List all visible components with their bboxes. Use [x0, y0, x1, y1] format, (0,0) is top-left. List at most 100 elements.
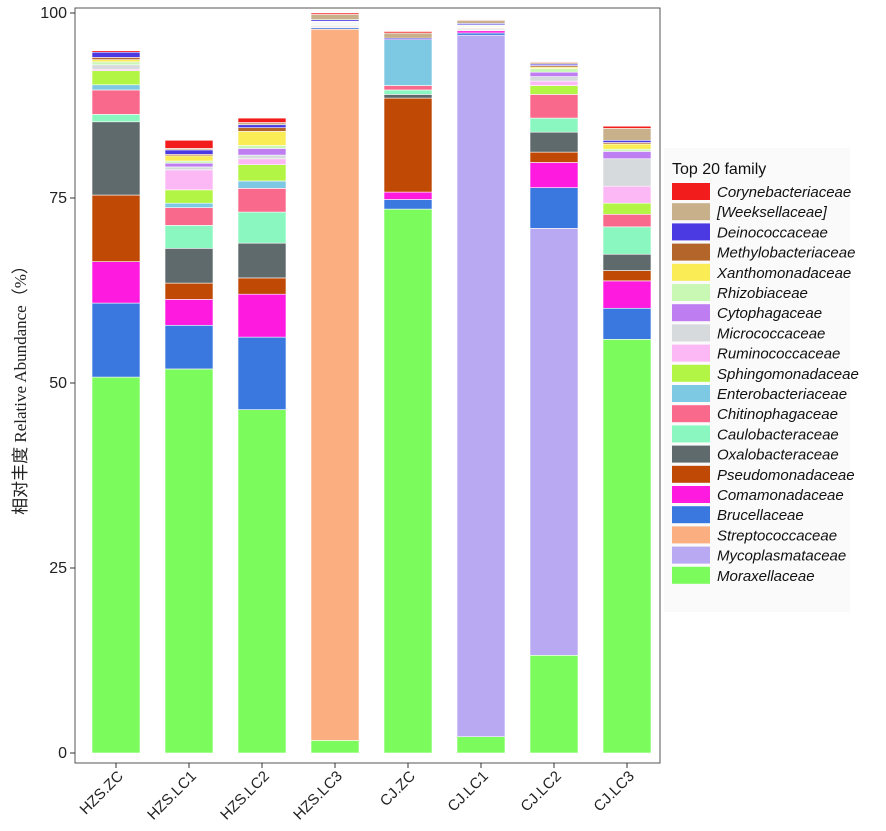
bar-segment: [529, 68, 579, 73]
bar-segment: [91, 70, 141, 86]
legend-entry: Chitinophagaceae: [717, 406, 838, 423]
bar-segment: [383, 39, 433, 86]
bar-segment: [237, 148, 287, 156]
bar-segment: [91, 61, 141, 66]
legend-entry: Corynebacteriaceae: [717, 184, 851, 201]
bar-stack-cj-lc2: [529, 61, 579, 754]
legend-entry: Caulobacteraceae: [717, 426, 839, 443]
bar-segment: [456, 736, 506, 754]
bar-segment: [237, 409, 287, 754]
legend-entry: [Weeksellaceae]: [716, 204, 828, 221]
x-tick-label: CJ.LC1: [444, 768, 491, 815]
x-tick-label: HZS.ZC: [77, 768, 127, 818]
legend-swatch: [672, 425, 710, 443]
bar-segment: [164, 248, 214, 284]
bar-segment: [602, 139, 652, 143]
bar-segment: [602, 213, 652, 228]
bar-segment: [91, 194, 141, 262]
y-tick-label: 25: [49, 560, 67, 577]
bar-segment: [164, 162, 214, 168]
bar-segment: [164, 324, 214, 370]
bar-segment: [237, 131, 287, 146]
bar-segment: [164, 189, 214, 204]
bar-segment: [602, 202, 652, 215]
bar-segment: [383, 85, 433, 91]
bar-segment: [602, 307, 652, 340]
bar-segment: [237, 336, 287, 410]
bar-segment: [383, 94, 433, 99]
legend-title: Top 20 family: [672, 161, 766, 178]
legend-swatch: [672, 324, 710, 342]
bar-segment: [237, 127, 287, 132]
y-tick-label: 50: [49, 375, 67, 392]
bar-segment: [602, 339, 652, 754]
legend-swatch: [672, 344, 710, 362]
bar-segment: [310, 14, 360, 20]
bar-segment: [164, 155, 214, 162]
legend-entry: Methylobacteriaceae: [717, 245, 855, 262]
bar-segment: [383, 97, 433, 193]
bar-segment: [237, 117, 287, 123]
y-tick-label: 75: [49, 190, 67, 207]
x-tick-label: HZS.LC1: [144, 768, 200, 824]
bar-segment: [383, 199, 433, 210]
bar-segment: [164, 169, 214, 191]
bar-segment: [164, 139, 214, 149]
legend-swatch: [672, 445, 710, 463]
legend-entry: Brucellaceae: [717, 507, 804, 524]
bar-segment: [529, 76, 579, 82]
bar-stack-cj-lc3: [602, 125, 652, 754]
bar-segment: [91, 261, 141, 304]
bar-segment: [310, 740, 360, 754]
bar-segment: [529, 151, 579, 163]
bar-segment: [91, 64, 141, 70]
bar-segment: [383, 31, 433, 34]
bar-segment: [602, 270, 652, 282]
bar-stack-hzs-zc: [91, 50, 141, 754]
legend-swatch: [672, 385, 710, 402]
bar-segment: [529, 187, 579, 229]
bar-segment: [237, 164, 287, 182]
bar-segment: [237, 145, 287, 149]
legend-entry: Micrococcaceae: [717, 325, 825, 342]
bar-segment: [602, 125, 652, 129]
bar-segment: [529, 85, 579, 95]
legend-entry: Moraxellaceae: [717, 568, 815, 585]
bar-segment: [529, 228, 579, 656]
bar-segment: [91, 84, 141, 91]
bar-segment: [383, 208, 433, 754]
bar-segment: [529, 80, 579, 86]
x-tick-label: CJ.ZC: [377, 768, 419, 810]
bar-segment: [456, 19, 506, 21]
bar-segment: [529, 162, 579, 188]
bar-segment: [602, 253, 652, 271]
bar-segment: [602, 151, 652, 160]
bar-segment: [237, 180, 287, 189]
x-tick-label: CJ.LC3: [590, 768, 637, 815]
bar-segment: [91, 57, 141, 60]
bar-segment: [456, 32, 506, 36]
bar-segment: [164, 207, 214, 226]
legend-swatch: [672, 203, 710, 221]
bar-segment: [602, 226, 652, 255]
y-tick-label: 100: [40, 5, 67, 22]
bar-segment: [237, 124, 287, 128]
legend-swatch: [672, 526, 710, 544]
x-axis: HZS.ZC HZS.LC1 HZS.LC2 HZS.LC3 CJ.ZC CJ.LC1 CJ…: [77, 763, 638, 823]
legend-swatch: [672, 546, 710, 564]
bar-segment: [383, 32, 433, 39]
legend-swatch: [672, 284, 710, 301]
bar-segment: [164, 282, 214, 300]
legend-swatch: [672, 183, 710, 200]
bar-segment: [456, 20, 506, 24]
bar-segment: [529, 117, 579, 133]
bar-segment: [602, 158, 652, 187]
legend-swatch: [672, 486, 710, 503]
y-tick-label: 0: [58, 745, 67, 762]
bar-segment: [164, 299, 214, 326]
bar-segment: [237, 242, 287, 279]
bar-segment: [529, 655, 579, 754]
bar-segment: [456, 34, 506, 738]
bar-segment: [529, 94, 579, 119]
x-tick-label: HZS.LC3: [290, 768, 346, 824]
